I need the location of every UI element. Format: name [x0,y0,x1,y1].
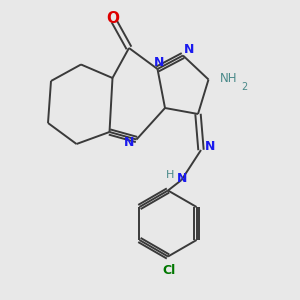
Text: NH: NH [220,71,238,85]
Text: H: H [166,169,174,180]
Text: Cl: Cl [163,263,176,277]
Text: N: N [205,140,215,154]
Text: O: O [106,11,119,26]
Text: 2: 2 [241,82,247,92]
Text: N: N [177,172,187,185]
Text: N: N [124,136,134,149]
Text: N: N [154,56,164,70]
Text: N: N [184,43,194,56]
